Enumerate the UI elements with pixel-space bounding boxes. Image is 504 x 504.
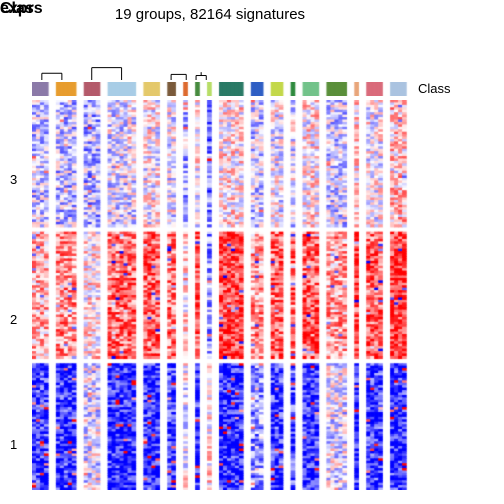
row-block-label: 1 <box>10 437 17 452</box>
row-block-label: 2 <box>10 312 17 327</box>
expr-legend-gradient <box>0 0 300 150</box>
heatmap <box>32 100 410 490</box>
class-legend-title: Class <box>0 0 43 18</box>
row-block-label: 3 <box>10 172 17 187</box>
classbar-label: Class <box>418 81 451 96</box>
